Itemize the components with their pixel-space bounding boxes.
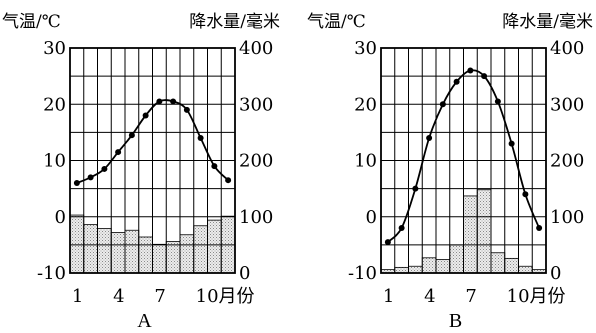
temperature-tick: -10 [37, 263, 66, 284]
temperature-tick: 0 [366, 207, 377, 228]
precipitation-tick: 0 [239, 263, 250, 284]
precipitation-bar [69, 214, 85, 274]
precipitation-bar [463, 195, 478, 274]
precipitation-bar [138, 236, 153, 274]
temperature-line [73, 98, 232, 186]
temperature-point [398, 225, 405, 231]
precipitation-bar [97, 228, 112, 274]
temperature-point [439, 101, 446, 108]
temperature-point [508, 140, 515, 147]
month-tick: 7 [154, 286, 165, 307]
precipitation-tick: 100 [239, 207, 273, 228]
temperature-point [536, 225, 543, 231]
plot-border [69, 47, 236, 274]
month-tick: 4 [424, 286, 435, 307]
temperature-tick: 20 [43, 94, 66, 115]
temperature-point [115, 149, 122, 156]
temperature-axis-label: 气温/℃ [307, 12, 366, 32]
temperature-line [384, 67, 543, 246]
month-tick: 4 [113, 286, 124, 307]
precipitation-bar [435, 259, 451, 274]
precipitation-tick: 400 [239, 38, 273, 59]
temperature-point [225, 177, 232, 184]
month-tick-labels: 1 4 7 10月份 [383, 286, 566, 307]
plot-frame [380, 47, 547, 274]
temperature-point [197, 135, 204, 141]
temperature-point [467, 67, 474, 74]
precipitation-bar [476, 189, 492, 274]
precipitation-bar [193, 225, 208, 274]
precipitation-tick: 100 [550, 207, 584, 228]
temperature-point [426, 135, 433, 141]
temperature-axis-label: 气温/℃ [2, 12, 61, 32]
temperature-point [87, 174, 94, 181]
precipitation-bar [110, 232, 126, 274]
month-tick: 7 [465, 286, 476, 307]
temperature-point [494, 98, 501, 105]
temperature-point [522, 191, 529, 198]
panel-label: A [137, 310, 152, 332]
precipitation-tick: 0 [550, 263, 561, 284]
precipitation-tick-labels: 400 300 200 100 0 [550, 38, 584, 284]
climate-chart-b: 气温/℃ 降水量/毫米 30 20 10 0 -10 400 300 200 1… [307, 12, 593, 332]
precipitation-tick-labels: 400 300 200 100 0 [239, 38, 273, 284]
temperature-tick: 10 [43, 151, 66, 172]
precipitation-tick: 200 [239, 151, 273, 172]
temperature-tick-labels: 30 20 10 0 -10 [348, 38, 377, 284]
temperature-tick: 10 [354, 151, 377, 172]
precipitation-bar [124, 229, 140, 274]
month-tick: 10月份 [507, 286, 566, 307]
month-tick-labels: 1 4 7 10月份 [72, 286, 255, 307]
month-tick: 10月份 [196, 286, 255, 307]
temperature-tick: 20 [354, 94, 377, 115]
month-tick: 1 [383, 286, 394, 307]
precipitation-bar [152, 243, 167, 274]
precipitation-axis-label: 降水量/毫米 [189, 12, 280, 32]
precipitation-bar [421, 257, 437, 274]
precipitation-bar [165, 241, 181, 274]
precipitation-tick: 300 [550, 94, 584, 115]
precipitation-axis-label: 降水量/毫米 [502, 12, 593, 32]
temperature-point [101, 165, 108, 172]
temperature-tick: -10 [348, 263, 377, 284]
grid-lines [381, 48, 546, 273]
precipitation-bar [504, 257, 519, 274]
precipitation-tick: 400 [550, 38, 584, 59]
temperature-point [73, 180, 80, 186]
precipitation-bar [518, 265, 533, 274]
temperature-point [142, 112, 149, 119]
plot-border [380, 47, 547, 274]
precipitation-bar [83, 224, 98, 274]
grid-lines [70, 48, 235, 273]
temperature-point [453, 78, 460, 85]
climate-chart-a: 气温/℃ 降水量/毫米 30 20 10 0 -10 400 300 200 1… [2, 12, 280, 332]
temperature-point [170, 98, 177, 105]
panel-label: B [449, 310, 462, 332]
temperature-point [211, 163, 218, 170]
precipitation-bar [408, 265, 423, 274]
precipitation-bar [490, 252, 506, 274]
temperature-point [183, 106, 190, 113]
temperature-tick-labels: 30 20 10 0 -10 [37, 38, 66, 284]
temperature-point [384, 239, 391, 246]
temperature-point [481, 73, 488, 80]
temperature-tick: 0 [55, 207, 66, 228]
precipitation-tick: 300 [239, 94, 273, 115]
temperature-point [156, 98, 163, 105]
precipitation-bar [179, 234, 195, 274]
precipitation-tick: 200 [550, 151, 584, 172]
temperature-tick: 30 [354, 38, 377, 59]
precipitation-bar [207, 219, 222, 274]
temperature-curve [387, 69, 540, 243]
plot-frame [69, 47, 236, 274]
temperature-tick: 30 [43, 38, 66, 59]
temperature-point [128, 132, 135, 139]
precipitation-bar [449, 244, 464, 274]
temperature-point [412, 185, 419, 192]
month-tick: 1 [72, 286, 83, 307]
